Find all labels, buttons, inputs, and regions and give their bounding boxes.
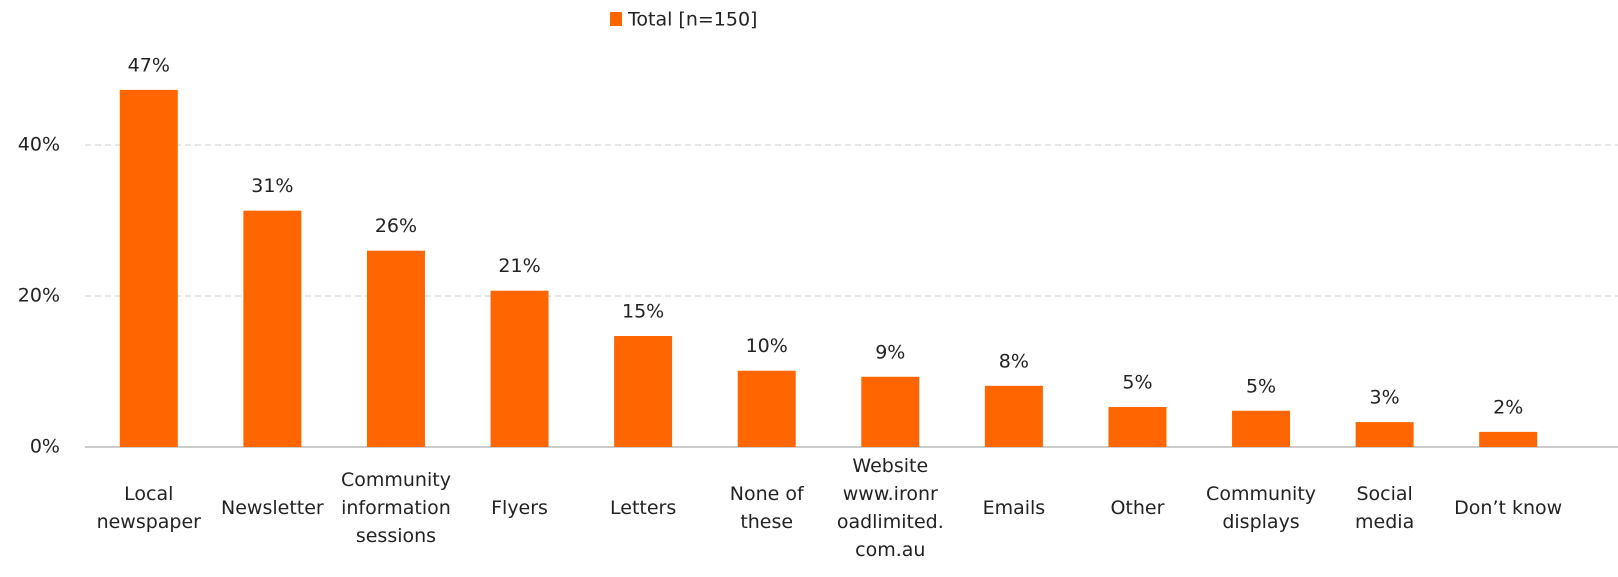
x-tick-label: Other <box>1110 497 1164 519</box>
y-tick-label: 0% <box>30 436 60 458</box>
x-tick-label: Community displays <box>1206 483 1316 533</box>
bar <box>614 336 673 447</box>
bar <box>1232 410 1291 447</box>
x-tick-label: Letters <box>610 497 676 519</box>
value-label: 15% <box>622 301 664 323</box>
x-tick-label: Flyers <box>491 497 548 519</box>
x-tick-label: Website www.ironr oadlimited. com.au <box>837 455 944 561</box>
bar <box>119 89 178 447</box>
value-label: 9% <box>875 341 905 363</box>
y-tick-label: 20% <box>18 285 60 307</box>
bar <box>1479 431 1538 447</box>
legend-label: Total [n=150] <box>627 9 757 31</box>
x-tick-label: Community information sessions <box>341 469 451 547</box>
value-label: 21% <box>498 255 540 277</box>
y-tick-label: 40% <box>18 134 60 156</box>
bar <box>243 210 302 447</box>
legend-swatch <box>610 12 622 26</box>
value-label: 10% <box>746 335 788 357</box>
bar <box>366 250 425 447</box>
x-tick-label: Local newspaper <box>97 483 202 533</box>
x-tick-label: Newsletter <box>221 497 324 519</box>
value-label: 26% <box>375 215 417 237</box>
value-label: 31% <box>251 175 293 197</box>
value-label: 5% <box>1122 371 1152 393</box>
value-label: 8% <box>999 350 1029 372</box>
bar <box>737 370 796 447</box>
value-label: 3% <box>1370 387 1400 409</box>
x-tick-label: Social media <box>1355 483 1414 533</box>
value-label: 2% <box>1493 396 1523 418</box>
bar <box>861 376 920 447</box>
bar <box>1355 422 1414 447</box>
bar <box>1108 406 1167 447</box>
bar <box>490 290 549 447</box>
x-tick-label: Emails <box>983 497 1046 519</box>
value-label: 5% <box>1246 375 1276 397</box>
value-label: 47% <box>128 54 170 76</box>
x-tick-label: None of these <box>730 483 805 533</box>
bar <box>984 385 1043 447</box>
x-tick-label: Don’t know <box>1454 497 1562 519</box>
